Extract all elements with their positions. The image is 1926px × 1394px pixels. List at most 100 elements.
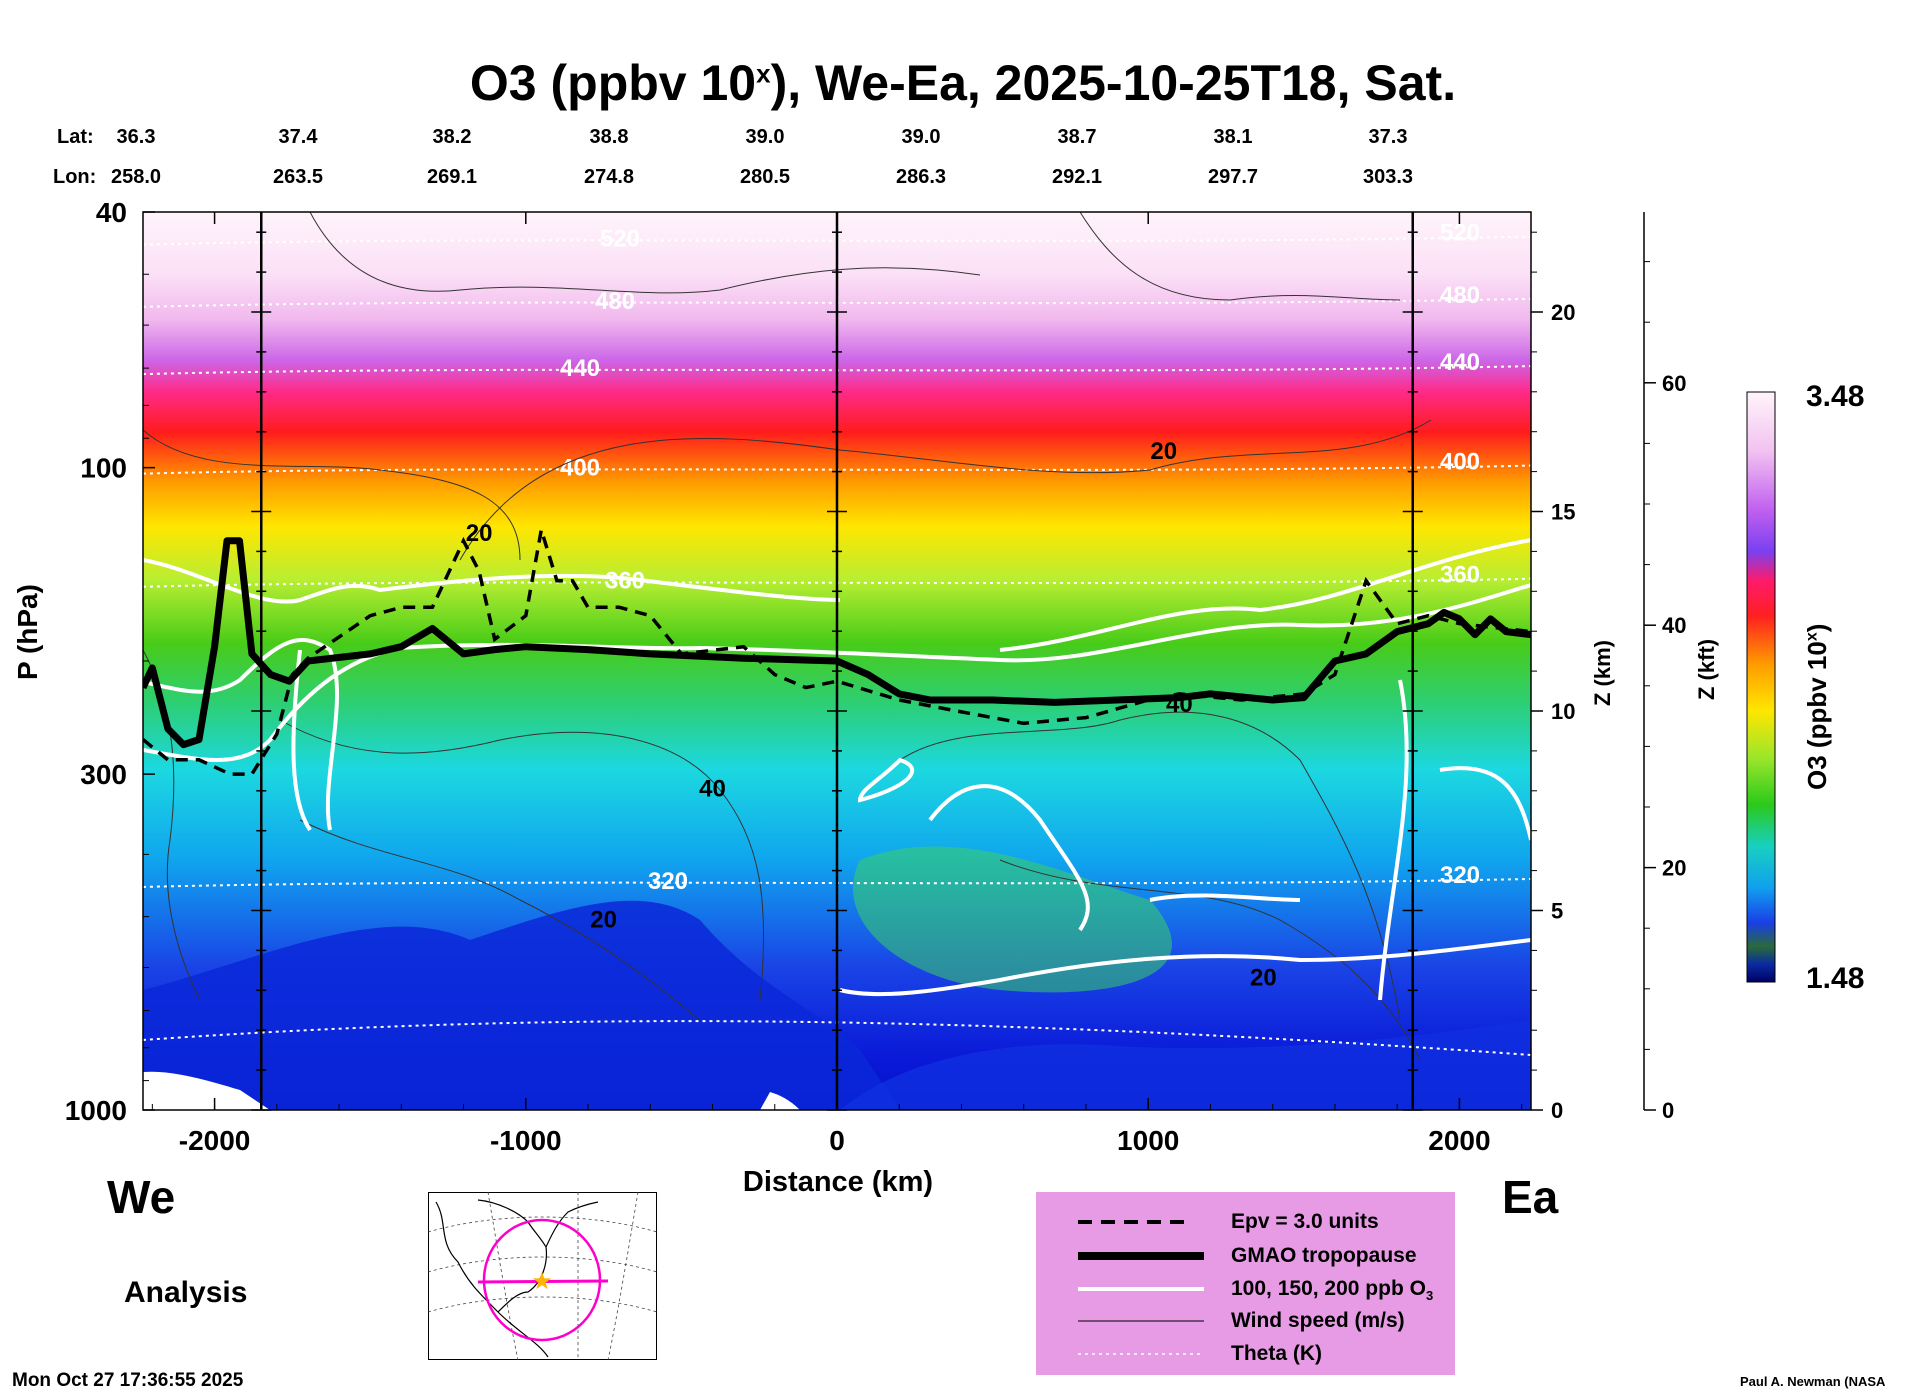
legend-wind: Wind speed (m/s): [1231, 1309, 1405, 1332]
theta-label: 520: [1440, 220, 1480, 247]
colorbar-min: 1.48: [1806, 962, 1865, 995]
timestamp: Mon Oct 27 17:36:55 2025: [12, 1370, 244, 1391]
vertical-markers: [251, 212, 1423, 1111]
lat-value: 37.3: [1368, 126, 1408, 148]
theta-label: 440: [560, 355, 600, 382]
lon-value: 258.0: [110, 166, 162, 188]
z-km-tick-label: 20: [1551, 300, 1575, 325]
z-kft-tick-label: 40: [1662, 613, 1686, 638]
theta-label: 400: [560, 455, 600, 482]
theta-label: 320: [648, 868, 688, 895]
theta-label: 440: [1440, 349, 1480, 376]
colorbar: [1746, 391, 1776, 983]
x-tick-label: -2000: [179, 1125, 251, 1156]
wind-speed-label: 40: [699, 775, 726, 802]
low-ozone-region: [840, 1020, 1531, 1110]
star-icon: ★: [531, 1268, 553, 1295]
y-tick-label: 300: [80, 759, 127, 790]
lon-value: 292.1: [1051, 166, 1103, 188]
theta-label: 320: [1440, 862, 1480, 889]
wind-speed-label: 40: [1166, 691, 1193, 718]
wind-speed-labels: 20 20 40 40 20 20: [466, 438, 1277, 991]
theta-line: [143, 464, 1531, 475]
z-kft-axis-label: Z (kft): [1694, 638, 1719, 700]
gmao-tropopause: [143, 537, 1531, 749]
x-tick-label: -1000: [490, 1125, 562, 1156]
theta-label: 360: [1440, 562, 1480, 589]
lat-value: 38.2: [432, 126, 472, 148]
lon-value: 303.3: [1362, 166, 1414, 188]
lat-value: 39.0: [745, 126, 785, 148]
chart-title: O3 (ppbv 10x), We-Ea, 2025-10-25T18, Sat…: [469, 55, 1457, 111]
lon-value: 280.5: [739, 166, 791, 188]
lon-value: 297.7: [1207, 166, 1259, 188]
y-axis-pressure: 40 100 300 1000: [65, 197, 155, 1126]
theta-line: [143, 235, 1531, 246]
legend-o3: 100, 150, 200 ppb O3: [1231, 1277, 1434, 1304]
x-tick-label: 0: [829, 1125, 845, 1156]
lon-value: 274.8: [583, 166, 635, 188]
colorbar-max: 3.48: [1806, 380, 1865, 413]
theta-label: 520: [600, 226, 640, 253]
lon-value: 263.5: [272, 166, 324, 188]
z-km-tick-label: 10: [1551, 699, 1575, 724]
y-tick-label: 40: [96, 197, 127, 228]
lat-value: 38.8: [589, 126, 629, 148]
y-axis-z-kft: 0 20 40 60: [1643, 212, 1686, 1123]
analysis-label: Analysis: [124, 1276, 248, 1309]
wind-speed-label: 20: [466, 520, 493, 547]
z-kft-tick-label: 60: [1662, 371, 1686, 396]
credit: Paul A. Newman (NASA: [1740, 1374, 1886, 1389]
tropopause-line: [143, 537, 1531, 749]
coastlines: [435, 1199, 599, 1358]
lat-value: 39.0: [901, 126, 941, 148]
west-label: We: [107, 1171, 176, 1223]
lon-label: Lon:: [53, 166, 97, 188]
lat-value: 38.7: [1057, 126, 1097, 148]
wind-speed-label: 20: [1250, 964, 1277, 991]
y-tick-label: 1000: [65, 1095, 127, 1126]
lat-value: 38.1: [1213, 126, 1253, 148]
location-map: ★: [428, 1192, 657, 1360]
legend-epv: Epv = 3.0 units: [1231, 1210, 1379, 1233]
wind-speed-label: 20: [1150, 438, 1177, 465]
terrain-mask: [760, 1092, 800, 1110]
x-tick-label: 2000: [1428, 1125, 1490, 1156]
z-kft-tick-label: 20: [1662, 856, 1686, 881]
lat-value: 36.3: [116, 126, 156, 148]
lat-label: Lat:: [57, 126, 94, 148]
theta-line: [143, 297, 1531, 308]
section-line: [477, 1279, 609, 1284]
y-tick-label: 100: [80, 453, 127, 484]
lat-value: 37.4: [278, 126, 318, 148]
theta-label: 480: [1440, 282, 1480, 309]
o3-100-150-200-ppb-contours: [143, 538, 1531, 1001]
colorbar-label: O3 (ppbv 10x): [1802, 623, 1832, 790]
legend: Epv = 3.0 units GMAO tropopause 100, 150…: [1036, 1192, 1455, 1375]
theta-label: 400: [1440, 449, 1480, 476]
z-kft-tick-label: 0: [1662, 1098, 1674, 1123]
theta-line: [143, 1020, 1531, 1056]
lon-value: 269.1: [426, 166, 478, 188]
low-ozone-region: [143, 900, 900, 1110]
y-axis-z-km: 0 5 10 15 20: [1531, 231, 1575, 1123]
east-label: Ea: [1502, 1171, 1559, 1223]
wind-speed-label: 20: [590, 907, 617, 934]
theta-line: [143, 877, 1531, 888]
x-axis-label: Distance (km): [742, 1166, 934, 1198]
x-axis: -2000 -1000 0 1000 2000: [151, 212, 1523, 1156]
z-km-tick-label: 15: [1551, 500, 1575, 525]
theta-line: [143, 577, 1531, 588]
legend-tropopause: GMAO tropopause: [1231, 1244, 1417, 1267]
legend-theta: Theta (K): [1231, 1342, 1322, 1365]
z-km-axis-label: Z (km): [1590, 640, 1615, 706]
y-axis-label: P (hPa): [12, 584, 43, 680]
theta-label: 480: [595, 288, 635, 315]
terrain-mask: [143, 1071, 270, 1110]
x-tick-label: 1000: [1117, 1125, 1179, 1156]
theta-line: [143, 365, 1531, 376]
z-km-tick-label: 0: [1551, 1098, 1563, 1123]
lon-value: 286.3: [895, 166, 947, 188]
